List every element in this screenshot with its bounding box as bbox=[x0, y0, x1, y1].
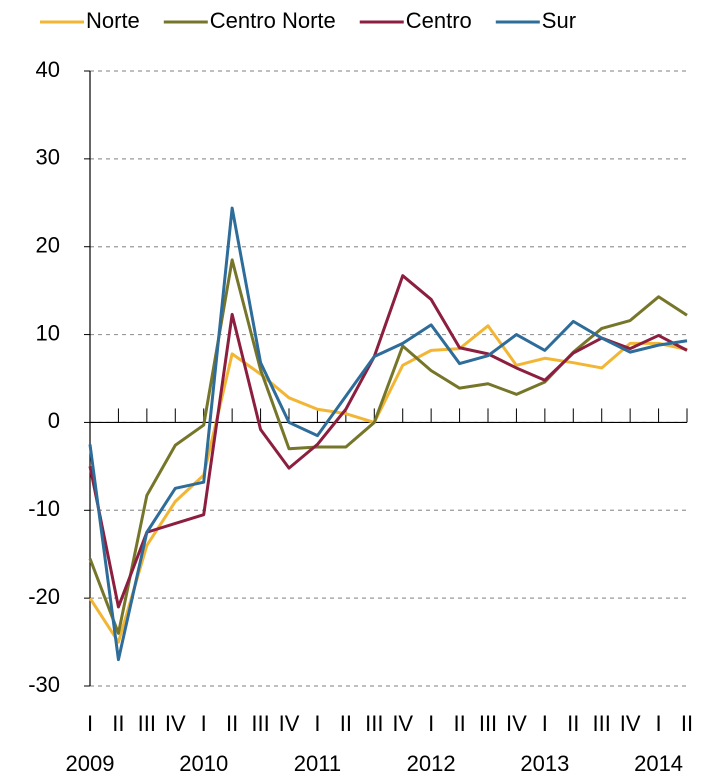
y-tick-label: -10 bbox=[28, 496, 60, 521]
x-tick-label: I bbox=[428, 711, 434, 736]
series-line bbox=[88, 274, 688, 609]
x-tick-label: III bbox=[251, 711, 269, 736]
x-tick-label: II bbox=[340, 711, 352, 736]
y-tick-label: 10 bbox=[36, 320, 60, 345]
x-tick-label: IV bbox=[506, 711, 527, 736]
legend-label: Sur bbox=[542, 8, 576, 33]
y-tick-label: 0 bbox=[48, 408, 60, 433]
x-tick-label: II bbox=[226, 711, 238, 736]
series-line bbox=[88, 324, 688, 644]
legend-label: Centro Norte bbox=[210, 8, 336, 33]
y-tick-label: 20 bbox=[36, 233, 60, 258]
year-label: 2012 bbox=[407, 751, 456, 776]
year-label: 2011 bbox=[294, 751, 341, 776]
x-tick-label: I bbox=[314, 711, 320, 736]
x-tick-label: II bbox=[112, 711, 124, 736]
x-tick-label: I bbox=[542, 711, 548, 736]
x-tick-label: II bbox=[567, 711, 579, 736]
y-tick-label: 40 bbox=[36, 57, 60, 82]
year-label: 2014 bbox=[634, 751, 683, 776]
x-tick-label: III bbox=[365, 711, 383, 736]
x-tick-label: IV bbox=[165, 711, 186, 736]
y-tick-label: -20 bbox=[28, 584, 60, 609]
y-tick-label: 30 bbox=[36, 145, 60, 170]
legend-label: Norte bbox=[86, 8, 140, 33]
x-tick-label: III bbox=[479, 711, 497, 736]
series-line bbox=[88, 206, 688, 662]
series-line bbox=[88, 258, 688, 635]
x-tick-label: I bbox=[87, 711, 93, 736]
x-tick-label: IV bbox=[279, 711, 300, 736]
legend-label: Centro bbox=[406, 8, 472, 33]
x-tick-label: III bbox=[593, 711, 611, 736]
year-label: 2010 bbox=[179, 751, 228, 776]
x-tick-label: I bbox=[201, 711, 207, 736]
x-tick-label: IV bbox=[620, 711, 641, 736]
x-tick-label: III bbox=[138, 711, 156, 736]
x-tick-label: II bbox=[453, 711, 465, 736]
x-tick-label: I bbox=[656, 711, 662, 736]
x-tick-label: II bbox=[681, 711, 693, 736]
x-tick-label: IV bbox=[392, 711, 413, 736]
year-label: 2009 bbox=[66, 751, 115, 776]
year-label: 2013 bbox=[520, 751, 569, 776]
y-tick-label: -30 bbox=[28, 672, 60, 697]
